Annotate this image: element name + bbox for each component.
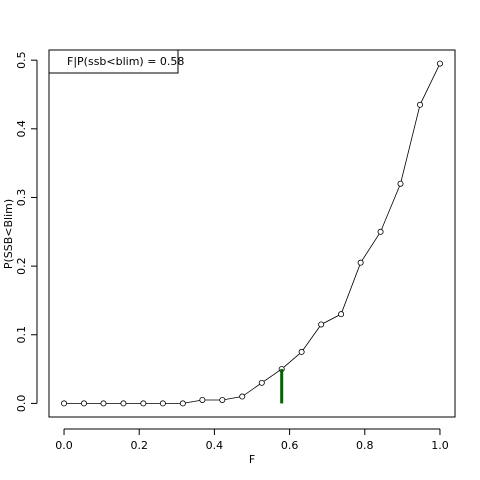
x-tick-label: 0.8	[356, 439, 374, 452]
y-tick-label: 0.2	[15, 257, 28, 275]
data-point	[179, 400, 186, 407]
y-tick-label: 0.4	[15, 120, 28, 138]
data-point	[159, 400, 166, 407]
x-tick-label: 0.0	[55, 439, 73, 452]
data-point	[100, 400, 107, 407]
data-point	[199, 396, 206, 403]
data-point	[239, 393, 246, 400]
x-axis-label: F	[249, 453, 255, 466]
x-tick-label: 0.6	[281, 439, 299, 452]
data-point	[80, 400, 87, 407]
data-point	[298, 348, 305, 355]
data-point	[120, 400, 127, 407]
data-point	[377, 228, 384, 235]
data-point	[61, 400, 68, 407]
x-tick-label: 0.2	[130, 439, 148, 452]
x-tick-label: 0.4	[206, 439, 224, 452]
x-tick-label: 1.0	[431, 439, 449, 452]
y-tick-label: 0.3	[15, 189, 28, 207]
data-point	[219, 396, 226, 403]
legend-text: F|P(ssb<blim) = 0.58	[67, 55, 184, 68]
y-tick-label: 0.1	[15, 326, 28, 344]
data-point	[338, 311, 345, 318]
data-point	[397, 180, 404, 187]
series-line	[64, 63, 441, 404]
data-point	[318, 321, 325, 328]
legend-box	[48, 49, 179, 74]
data-point	[436, 60, 443, 67]
data-point	[357, 259, 364, 266]
data-point	[258, 379, 265, 386]
plot-frame	[48, 49, 456, 418]
data-point	[140, 400, 147, 407]
y-tick-label: 0.0	[15, 395, 28, 413]
y-tick-label: 0.5	[15, 51, 28, 69]
data-point	[417, 101, 424, 108]
y-axis-label: P(SSB<Blim)	[2, 199, 15, 269]
